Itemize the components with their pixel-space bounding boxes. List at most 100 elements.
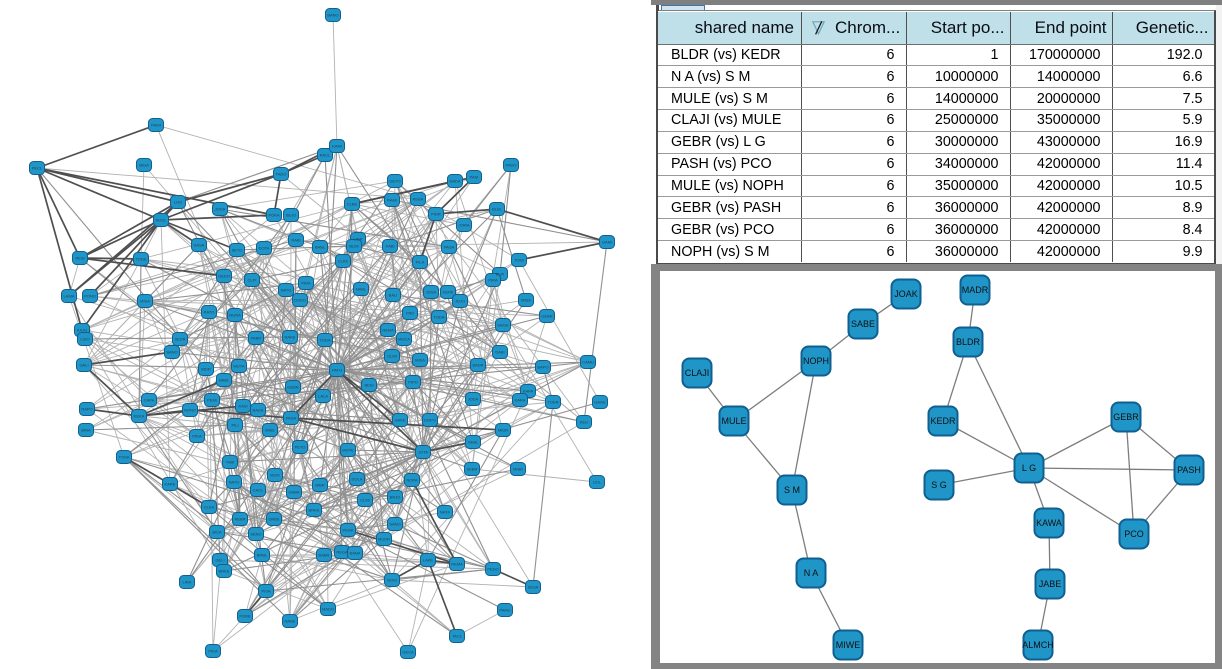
svg-text:JOJO: JOJO <box>455 299 465 304</box>
svg-text:CACL: CACL <box>253 488 264 493</box>
svg-text:BADR: BADR <box>472 363 483 368</box>
svg-text:KAMI: KAMI <box>332 144 342 149</box>
svg-text:KAPA: KAPA <box>523 389 534 394</box>
svg-text:SEJO: SEJO <box>286 213 296 218</box>
svg-text:MUTA: MUTA <box>233 364 244 369</box>
svg-text:BABL: BABL <box>315 245 326 250</box>
svg-text:PIDR: PIDR <box>431 212 441 217</box>
svg-text:SETO: SETO <box>232 248 243 253</box>
svg-text:SESA: SESA <box>528 585 539 590</box>
svg-text:LICL: LICL <box>593 480 602 485</box>
svg-text:MUDR: MUDR <box>378 537 390 542</box>
svg-text:TOSA: TOSA <box>119 455 130 460</box>
svg-text:PIPO: PIPO <box>408 380 418 385</box>
svg-text:RAMI: RAMI <box>387 198 397 203</box>
svg-text:PAMU: PAMU <box>499 608 510 613</box>
svg-text:RACL: RACL <box>320 153 331 158</box>
svg-text:KAJO: KAJO <box>77 328 87 333</box>
svg-text:REBA: REBA <box>413 197 424 202</box>
svg-text:BANA: BANA <box>350 551 361 556</box>
svg-text:CLBE: CLBE <box>347 202 358 207</box>
svg-text:KELI: KELI <box>580 420 589 425</box>
svg-text:LAMA: LAMA <box>64 294 75 299</box>
svg-text:DOPO: DOPO <box>424 418 436 423</box>
svg-text:LIJO: LIJO <box>174 200 182 205</box>
svg-text:NABL: NABL <box>356 287 367 292</box>
svg-text:PONO: PONO <box>84 294 96 299</box>
svg-text:NOSI: NOSI <box>387 578 397 583</box>
svg-text:MADO: MADO <box>322 607 334 612</box>
svg-text:GECA: GECA <box>402 650 414 655</box>
svg-text:KEDR: KEDR <box>930 416 956 426</box>
svg-text:PIRA: PIRA <box>488 278 498 283</box>
svg-text:MIDR: MIDR <box>498 428 508 433</box>
svg-text:CLMI: CLMI <box>387 354 397 359</box>
svg-text:NABE: NABE <box>285 619 296 624</box>
svg-text:CLPI: CLPI <box>248 278 257 283</box>
svg-text:GEGE: GEGE <box>497 323 509 328</box>
svg-text:PATO: PATO <box>332 368 342 373</box>
svg-text:CAMU: CAMU <box>582 360 594 365</box>
svg-text:DRBE: DRBE <box>268 517 279 522</box>
svg-text:BAPO: BAPO <box>537 365 548 370</box>
svg-text:MISA: MISA <box>521 298 531 303</box>
svg-text:DASA: DASA <box>194 243 205 248</box>
svg-text:LALA: LALA <box>318 394 328 399</box>
svg-text:MUPE: MUPE <box>342 448 354 453</box>
svg-text:PADO: PADO <box>505 163 516 168</box>
svg-text:JODA: JODA <box>468 397 479 402</box>
svg-text:KEKA: KEKA <box>134 414 145 419</box>
svg-text:GEBR: GEBR <box>1113 412 1139 422</box>
svg-text:NOPH: NOPH <box>803 356 829 366</box>
svg-text:JOTA: JOTA <box>418 450 428 455</box>
svg-text:N A: N A <box>804 568 819 578</box>
svg-text:MUCA: MUCA <box>398 337 410 342</box>
svg-text:GEBL: GEBL <box>468 440 479 445</box>
svg-text:BIBR: BIBR <box>315 483 324 488</box>
svg-text:BESI: BESI <box>364 383 373 388</box>
svg-text:REBR: REBR <box>234 517 245 522</box>
svg-text:MUNA: MUNA <box>229 313 241 318</box>
svg-text:CLKA: CLKA <box>204 505 215 510</box>
svg-text:DOLA: DOLA <box>352 477 363 482</box>
svg-text:BABR: BABR <box>319 553 330 558</box>
svg-text:PISA: PISA <box>261 589 270 594</box>
svg-text:S G: S G <box>931 480 947 490</box>
svg-text:GEDO: GEDO <box>218 274 230 279</box>
svg-text:CLKE: CLKE <box>338 259 349 264</box>
svg-text:BICA: BICA <box>212 530 222 535</box>
svg-text:BRKA: BRKA <box>309 508 320 513</box>
svg-text:GABA: GABA <box>288 490 299 495</box>
svg-text:KASI: KASI <box>238 404 247 409</box>
svg-text:LAKE: LAKE <box>423 558 434 563</box>
svg-text:GAKE: GAKE <box>394 418 405 423</box>
svg-text:PABR: PABR <box>251 336 262 341</box>
svg-text:PASI: PASI <box>470 175 479 180</box>
svg-text:KAWA: KAWA <box>1036 518 1062 528</box>
svg-text:TACL: TACL <box>452 634 463 639</box>
svg-text:MISA: MISA <box>415 358 425 363</box>
svg-text:JOSA: JOSA <box>426 290 437 295</box>
svg-text:BLPI: BLPI <box>496 272 505 277</box>
svg-text:POKA: POKA <box>268 213 279 218</box>
svg-text:DODO: DODO <box>294 298 306 303</box>
svg-text:LIRA: LIRA <box>183 580 192 585</box>
svg-text:MIBE: MIBE <box>265 428 275 433</box>
svg-text:NONO: NONO <box>184 408 196 413</box>
svg-text:MISA: MISA <box>140 299 150 304</box>
svg-text:NOCL: NOCL <box>155 218 167 223</box>
svg-text:GAMI: GAMI <box>602 240 612 245</box>
svg-text:SEDR: SEDR <box>174 337 185 342</box>
svg-text:MULE: MULE <box>721 416 746 426</box>
svg-text:SEBR: SEBR <box>467 467 478 472</box>
svg-text:JABE: JABE <box>1039 579 1062 589</box>
svg-text:TADO: TADO <box>276 172 287 177</box>
svg-text:PECL: PECL <box>32 166 43 171</box>
svg-text:NADA: NADA <box>449 179 460 184</box>
svg-text:MADR: MADR <box>962 285 989 295</box>
svg-text:BANO: BANO <box>327 13 338 18</box>
svg-text:CAPA: CAPA <box>144 398 155 403</box>
svg-text:PASA: PASA <box>444 245 455 250</box>
svg-text:NOPA: NOPA <box>406 478 417 483</box>
svg-text:BANO: BANO <box>166 350 177 355</box>
